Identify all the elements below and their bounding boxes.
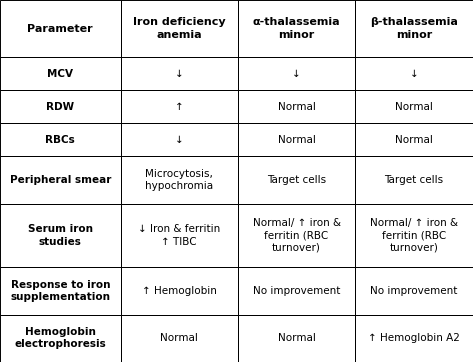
Text: ↓: ↓ xyxy=(410,69,418,79)
Bar xyxy=(121,203,238,267)
Bar xyxy=(121,156,238,203)
Bar xyxy=(355,156,473,203)
Bar xyxy=(121,123,238,156)
Bar xyxy=(0,203,121,267)
Bar xyxy=(0,0,121,57)
Text: Hemoglobin
electrophoresis: Hemoglobin electrophoresis xyxy=(15,327,106,349)
Text: Peripheral smear: Peripheral smear xyxy=(9,175,111,185)
Bar xyxy=(355,57,473,90)
Bar xyxy=(0,0,121,57)
Bar xyxy=(238,0,355,57)
Bar xyxy=(0,90,121,123)
Bar xyxy=(121,90,238,123)
Text: No improvement: No improvement xyxy=(253,286,340,296)
Bar xyxy=(238,267,355,315)
Bar xyxy=(238,0,355,57)
Bar xyxy=(355,203,473,267)
Text: Response to iron
supplementation: Response to iron supplementation xyxy=(10,279,110,302)
Bar xyxy=(238,123,355,156)
Bar xyxy=(0,315,121,362)
Text: ↑ Hemoglobin A2: ↑ Hemoglobin A2 xyxy=(368,333,460,343)
Bar xyxy=(355,57,473,90)
Bar xyxy=(238,315,355,362)
Bar xyxy=(238,203,355,267)
Bar xyxy=(355,0,473,57)
Text: ↑ Hemoglobin: ↑ Hemoglobin xyxy=(142,286,217,296)
Text: ↓ Iron & ferritin
↑ TIBC: ↓ Iron & ferritin ↑ TIBC xyxy=(138,224,220,247)
Bar xyxy=(355,267,473,315)
Bar xyxy=(121,156,238,203)
Bar xyxy=(121,57,238,90)
Bar xyxy=(355,203,473,267)
Bar xyxy=(0,123,121,156)
Bar xyxy=(238,203,355,267)
Bar xyxy=(0,267,121,315)
Text: Iron deficiency
anemia: Iron deficiency anemia xyxy=(133,17,226,40)
Text: RBCs: RBCs xyxy=(45,135,75,144)
Text: Normal: Normal xyxy=(395,135,433,144)
Text: Normal/ ↑ iron &
ferritin (RBC
turnover): Normal/ ↑ iron & ferritin (RBC turnover) xyxy=(370,218,458,253)
Bar xyxy=(355,123,473,156)
Bar xyxy=(0,267,121,315)
Bar xyxy=(0,156,121,203)
Text: Normal/ ↑ iron &
ferritin (RBC
turnover): Normal/ ↑ iron & ferritin (RBC turnover) xyxy=(253,218,341,253)
Text: ↓: ↓ xyxy=(175,135,184,144)
Bar xyxy=(355,123,473,156)
Bar xyxy=(238,90,355,123)
Bar xyxy=(238,315,355,362)
Text: Normal: Normal xyxy=(160,333,198,343)
Bar xyxy=(121,203,238,267)
Text: Normal: Normal xyxy=(395,102,433,111)
Text: RDW: RDW xyxy=(46,102,74,111)
Bar xyxy=(355,315,473,362)
Bar xyxy=(238,156,355,203)
Bar xyxy=(0,203,121,267)
Text: ↓: ↓ xyxy=(292,69,301,79)
Bar xyxy=(0,90,121,123)
Bar xyxy=(121,267,238,315)
Bar xyxy=(238,90,355,123)
Bar xyxy=(121,315,238,362)
Bar xyxy=(238,57,355,90)
Text: α-thalassemia
minor: α-thalassemia minor xyxy=(253,17,341,40)
Bar xyxy=(0,156,121,203)
Bar xyxy=(355,267,473,315)
Bar xyxy=(121,267,238,315)
Text: Normal: Normal xyxy=(278,135,315,144)
Bar xyxy=(355,315,473,362)
Text: Normal: Normal xyxy=(278,102,315,111)
Text: Microcytosis,
hypochromia: Microcytosis, hypochromia xyxy=(145,169,213,191)
Text: No improvement: No improvement xyxy=(370,286,457,296)
Text: Serum iron
studies: Serum iron studies xyxy=(28,224,93,247)
Bar xyxy=(238,123,355,156)
Bar xyxy=(0,315,121,362)
Bar xyxy=(121,123,238,156)
Bar xyxy=(355,0,473,57)
Text: ↓: ↓ xyxy=(175,69,184,79)
Text: Target cells: Target cells xyxy=(267,175,326,185)
Bar xyxy=(238,267,355,315)
Bar xyxy=(121,315,238,362)
Text: MCV: MCV xyxy=(47,69,73,79)
Bar xyxy=(0,57,121,90)
Text: Normal: Normal xyxy=(278,333,315,343)
Text: β-thalassemia
minor: β-thalassemia minor xyxy=(370,17,458,40)
Bar xyxy=(238,156,355,203)
Bar xyxy=(121,57,238,90)
Text: Parameter: Parameter xyxy=(27,24,93,34)
Bar xyxy=(121,0,238,57)
Bar xyxy=(121,90,238,123)
Bar xyxy=(0,123,121,156)
Bar xyxy=(0,57,121,90)
Bar xyxy=(355,156,473,203)
Text: Target cells: Target cells xyxy=(384,175,444,185)
Bar xyxy=(121,0,238,57)
Bar xyxy=(355,90,473,123)
Bar xyxy=(355,90,473,123)
Bar xyxy=(238,57,355,90)
Text: ↑: ↑ xyxy=(175,102,184,111)
